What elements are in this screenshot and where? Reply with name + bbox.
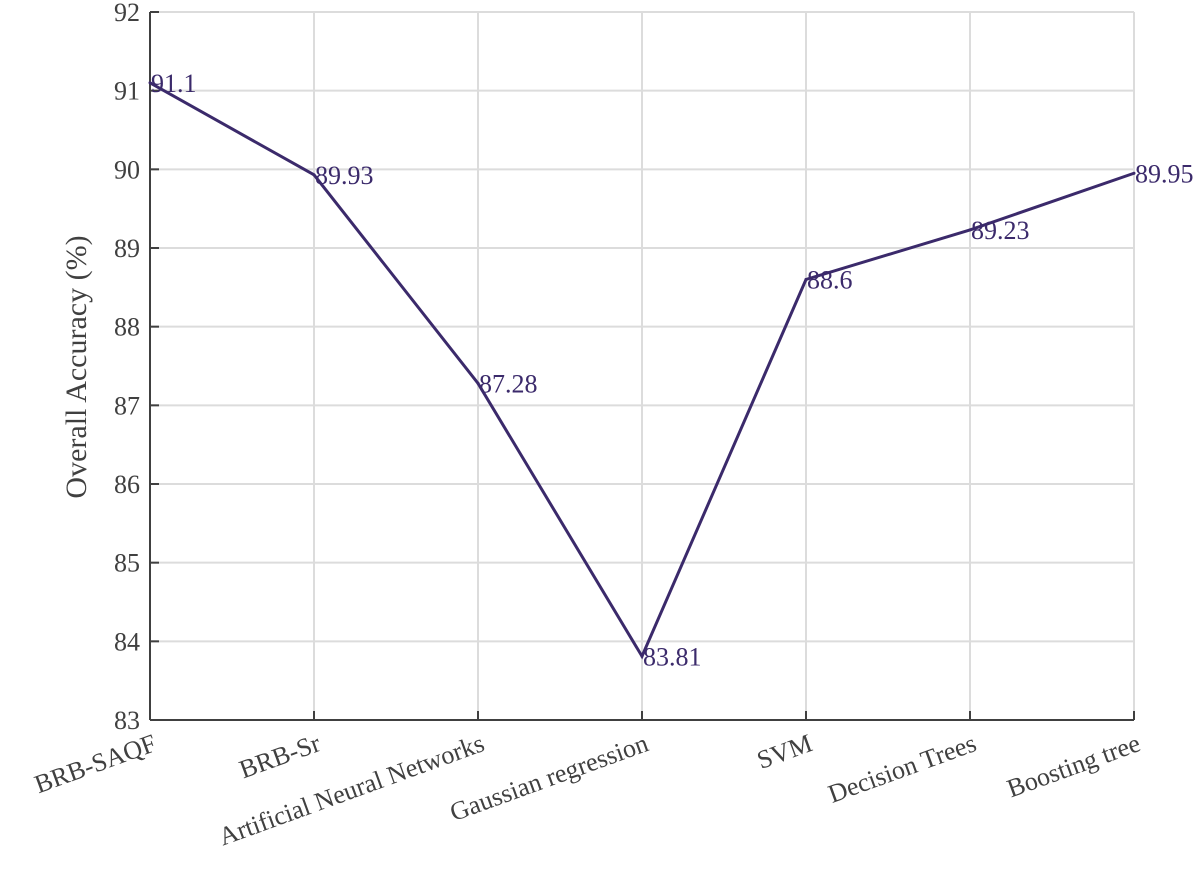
data-point: [640, 654, 644, 658]
y-tick-label: 85: [114, 549, 140, 578]
data-point: [148, 81, 152, 85]
grid: [149, 11, 1135, 721]
x-tick-label: Artificial Neural Networks: [215, 728, 488, 851]
data-point: [1132, 171, 1136, 175]
y-tick-label: 83: [114, 706, 140, 735]
y-tick-label: 84: [114, 627, 140, 656]
data-labels: 91.1 89.93 87.28 83.81 88.6 89.23 89.95: [151, 69, 1194, 671]
data-label: 91.1: [151, 69, 197, 98]
y-tick-label: 91: [114, 77, 140, 106]
data-point: [804, 277, 808, 281]
x-tick-label: BRB-SAQF: [31, 728, 160, 799]
y-axis-title: Overall Accuracy (%): [60, 235, 93, 498]
data-label: 83.81: [643, 642, 702, 671]
data-label: 89.95: [1135, 159, 1194, 188]
y-tick-label: 87: [114, 391, 140, 420]
y-tick-label: 92: [114, 0, 140, 27]
y-tick-label: 88: [114, 313, 140, 342]
data-label: 88.6: [807, 265, 853, 294]
y-tick-label: 86: [114, 470, 140, 499]
x-tick-label: BRB-Sr: [235, 728, 324, 784]
y-tick-label: 90: [114, 155, 140, 184]
x-tick-label: Decision Trees: [824, 728, 980, 808]
series: [148, 81, 1136, 660]
data-label: 89.23: [971, 216, 1030, 245]
axes: 83 84 85 86 87 88 89 90 91 92 BRB-SAQF BRB-SrArtifi…: [31, 0, 1144, 851]
y-tick-label: 89: [114, 234, 140, 263]
data-label: 87.28: [479, 369, 538, 398]
data-point: [968, 228, 972, 232]
data-point: [312, 173, 316, 177]
x-tick-label: Boosting tree: [1003, 728, 1144, 803]
x-tick-label: SVM: [753, 728, 816, 775]
data-point: [476, 381, 480, 385]
data-label: 89.93: [315, 161, 374, 190]
